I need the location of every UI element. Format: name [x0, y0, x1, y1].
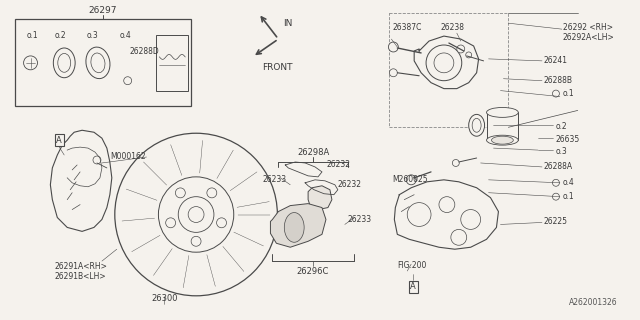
Circle shape	[24, 56, 38, 70]
Text: 26300: 26300	[151, 294, 178, 303]
Text: o.2: o.2	[556, 122, 568, 131]
Text: M000162: M000162	[110, 152, 145, 161]
Circle shape	[552, 193, 559, 200]
Circle shape	[207, 188, 217, 198]
Circle shape	[389, 69, 397, 77]
Circle shape	[179, 197, 214, 232]
Ellipse shape	[53, 48, 75, 78]
Circle shape	[552, 179, 559, 186]
Bar	[15, 19, 191, 107]
Circle shape	[166, 218, 175, 228]
Ellipse shape	[284, 212, 304, 242]
Circle shape	[552, 90, 559, 97]
Ellipse shape	[58, 53, 70, 72]
Text: 26225: 26225	[543, 218, 567, 227]
Ellipse shape	[468, 114, 484, 136]
Circle shape	[451, 229, 467, 245]
Bar	[389, 13, 508, 127]
Circle shape	[466, 52, 472, 58]
Text: 26298A: 26298A	[297, 148, 329, 157]
Text: 26288B: 26288B	[543, 76, 572, 85]
Text: o.1: o.1	[563, 89, 575, 98]
Circle shape	[452, 159, 460, 166]
Circle shape	[124, 77, 132, 85]
Text: FRONT: FRONT	[262, 63, 293, 72]
Ellipse shape	[486, 108, 518, 117]
Circle shape	[188, 207, 204, 222]
Polygon shape	[271, 204, 326, 247]
Text: 26233: 26233	[262, 175, 287, 184]
Text: 26241: 26241	[543, 56, 567, 65]
Ellipse shape	[91, 53, 105, 73]
Text: M260025: M260025	[392, 175, 428, 184]
Ellipse shape	[86, 47, 110, 79]
Text: A: A	[410, 282, 416, 292]
Circle shape	[407, 203, 431, 227]
Text: o.4: o.4	[563, 178, 575, 187]
Circle shape	[426, 45, 461, 81]
Circle shape	[175, 188, 186, 198]
Bar	[486, 112, 518, 140]
Text: 26291B<LH>: 26291B<LH>	[54, 272, 106, 281]
Text: 26288A: 26288A	[543, 162, 572, 171]
Circle shape	[434, 53, 454, 73]
Circle shape	[216, 218, 227, 228]
Text: 26288D: 26288D	[130, 47, 159, 56]
Text: o.4: o.4	[120, 31, 131, 40]
Text: o.1: o.1	[563, 192, 575, 201]
Text: A: A	[56, 136, 62, 145]
Circle shape	[439, 197, 455, 212]
Text: 26292 <RH>: 26292 <RH>	[563, 23, 613, 32]
Text: o.1: o.1	[27, 31, 38, 40]
Text: o.2: o.2	[54, 31, 66, 40]
Text: o.3: o.3	[87, 31, 99, 40]
Text: 26387C: 26387C	[392, 23, 422, 32]
Ellipse shape	[472, 118, 481, 132]
Text: A262001326: A262001326	[569, 298, 618, 307]
Polygon shape	[308, 186, 332, 210]
Text: 26238: 26238	[441, 23, 465, 32]
Text: 26296C: 26296C	[297, 267, 329, 276]
Circle shape	[115, 133, 277, 296]
Ellipse shape	[486, 135, 518, 145]
Ellipse shape	[492, 136, 513, 144]
Circle shape	[191, 236, 201, 246]
Text: FIG.200: FIG.200	[397, 261, 427, 270]
Text: IN: IN	[284, 19, 292, 28]
Text: 26297: 26297	[89, 6, 117, 15]
Text: 26635: 26635	[556, 135, 580, 144]
Circle shape	[388, 42, 398, 52]
Text: 26232: 26232	[338, 180, 362, 189]
Circle shape	[461, 210, 481, 229]
Text: 26233: 26233	[348, 214, 372, 224]
Circle shape	[457, 45, 465, 53]
Circle shape	[406, 175, 416, 185]
Text: o.3: o.3	[556, 147, 568, 156]
Circle shape	[159, 177, 234, 252]
Text: 26232: 26232	[327, 160, 351, 169]
Text: 26292A<LH>: 26292A<LH>	[563, 33, 614, 42]
Bar	[156, 35, 188, 91]
Text: 26291A<RH>: 26291A<RH>	[54, 262, 108, 271]
Circle shape	[93, 156, 101, 164]
